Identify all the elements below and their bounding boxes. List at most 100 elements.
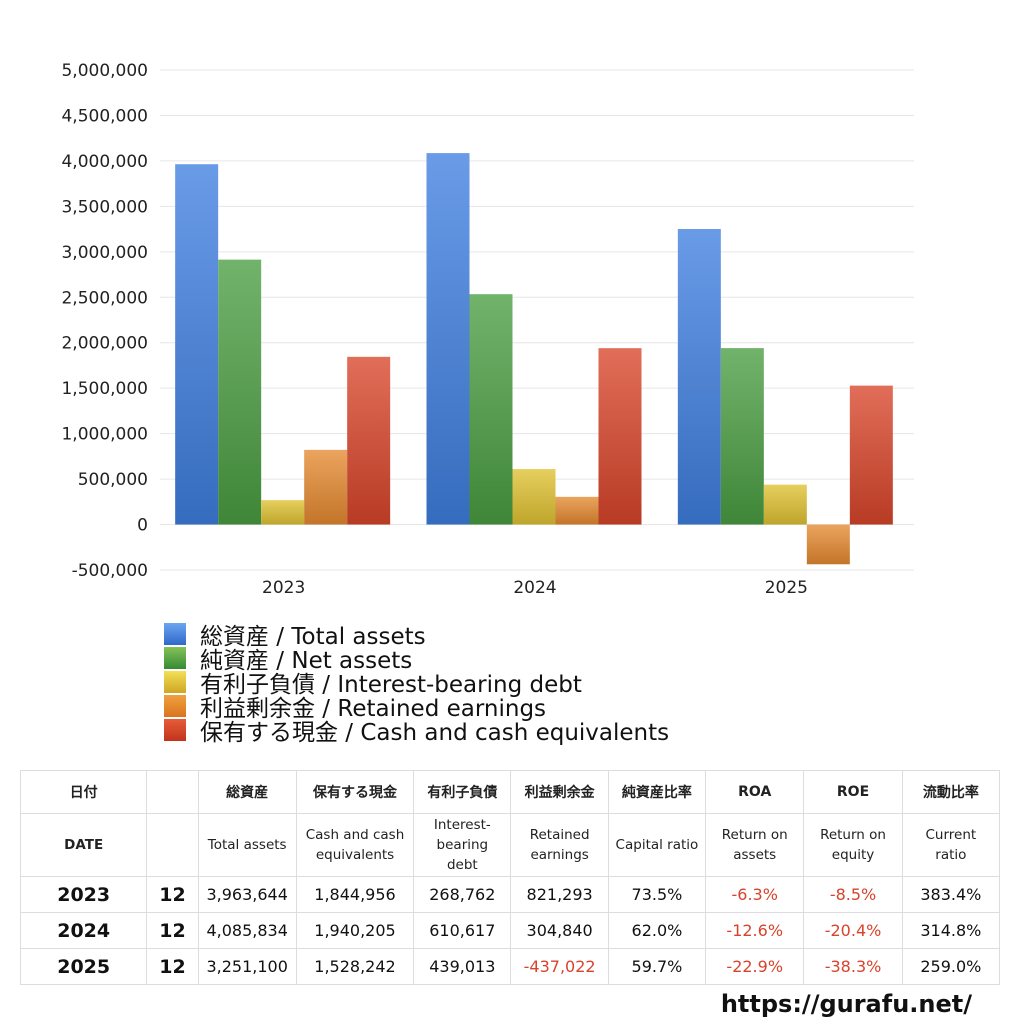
- legend-swatch: [164, 671, 186, 693]
- bar: [304, 449, 348, 525]
- bar-series: [175, 153, 893, 565]
- cell-capital-ratio: 73.5%: [607, 876, 707, 913]
- legend-label: 利益剰余金 / Retained earnings: [200, 696, 547, 722]
- y-tick-label: 500,000: [78, 470, 148, 490]
- cell-month: 12: [146, 948, 199, 985]
- legend-item-interest-bearing-debt: 有利子負債 / Interest-bearing debt: [164, 670, 669, 698]
- y-tick-label: -500,000: [72, 561, 148, 581]
- y-axis-tick-labels: 5,000,000 4,500,000 4,000,000 3,500,000 3,00…: [61, 61, 148, 581]
- table-row: 2024 12 4,085,834 1,940,205 610,617 304,…: [19, 912, 1001, 949]
- y-tick-label: 5,000,000: [61, 61, 148, 81]
- bar: [347, 356, 391, 525]
- cell-capital-ratio: 62.0%: [607, 912, 707, 949]
- cell-debt: 610,617: [413, 912, 512, 949]
- header-roe-en: Return on equity: [803, 813, 903, 877]
- cell-total-assets: 3,963,644: [197, 876, 297, 913]
- header-date-en: DATE: [19, 813, 148, 877]
- legend: 総資産 / Total assets 純資産 / Net assets 有利子負…: [164, 622, 669, 746]
- header-debt-en: Interest-bearing debt: [413, 813, 512, 877]
- table-header-jp: 日付 総資産 保有する現金 有利子負債 利益剰余金 純資産比率 ROA ROE …: [19, 770, 1001, 814]
- bar: [849, 385, 893, 525]
- header-current-ratio-jp: 流動比率: [901, 770, 1001, 814]
- header-retained-jp: 利益剰余金: [510, 770, 609, 814]
- header-cash-en: Cash and cash equivalents: [295, 813, 415, 877]
- cell-total-assets: 3,251,100: [197, 948, 297, 985]
- cell-current-ratio: 383.4%: [901, 876, 1001, 913]
- bar: [218, 259, 262, 525]
- cell-current-ratio: 259.0%: [901, 948, 1001, 985]
- cell-cash: 1,844,956: [295, 876, 415, 913]
- y-tick-label: 3,000,000: [61, 243, 148, 263]
- cell-debt: 268,762: [413, 876, 512, 913]
- cell-roe: -20.4%: [803, 912, 903, 949]
- cell-month: 12: [146, 876, 199, 913]
- cell-capital-ratio: 59.7%: [607, 948, 707, 985]
- legend-label: 純資産 / Net assets: [200, 648, 413, 674]
- legend-swatch: [164, 647, 186, 669]
- header-debt-jp: 有利子負債: [413, 770, 512, 814]
- header-capital-ratio-en: Capital ratio: [607, 813, 707, 877]
- y-tick-label: 0: [137, 516, 148, 536]
- bar: [555, 496, 599, 525]
- legend-item-total-assets: 総資産 / Total assets: [164, 622, 669, 650]
- bar: [677, 228, 721, 525]
- bar: [806, 524, 850, 565]
- cell-roe: -38.3%: [803, 948, 903, 985]
- header-capital-ratio-jp: 純資産比率: [607, 770, 707, 814]
- x-tick-label: 2024: [513, 578, 556, 598]
- header-current-ratio-en: Current ratio: [901, 813, 1001, 877]
- cell-roa: -22.9%: [705, 948, 805, 985]
- header-month-jp: [146, 770, 199, 814]
- bar: [261, 500, 305, 525]
- header-total-assets-en: Total assets: [197, 813, 297, 877]
- cell-current-ratio: 314.8%: [901, 912, 1001, 949]
- header-total-assets-jp: 総資産: [197, 770, 297, 814]
- x-tick-label: 2025: [765, 578, 808, 598]
- cell-year: 2023: [19, 876, 148, 913]
- header-roe-jp: ROE: [803, 770, 903, 814]
- legend-swatch: [164, 623, 186, 645]
- site-url[interactable]: https://gurafu.net/: [720, 990, 972, 1018]
- bar: [763, 484, 807, 525]
- bar-chart: 5,000,000 4,500,000 4,000,000 3,500,000 3,00…: [61, 61, 914, 598]
- table-row: 2025 12 3,251,100 1,528,242 439,013 -437…: [19, 948, 1001, 985]
- legend-label: 有利子負債 / Interest-bearing debt: [200, 672, 582, 698]
- y-tick-label: 1,500,000: [61, 379, 148, 399]
- cell-cash: 1,940,205: [295, 912, 415, 949]
- table-header-en: DATE Total assets Cash and cash equivale…: [19, 813, 1001, 877]
- cell-year: 2025: [19, 948, 148, 985]
- y-tick-label: 4,500,000: [61, 106, 148, 126]
- cell-roa: -6.3%: [705, 876, 805, 913]
- y-tick-label: 2,000,000: [61, 334, 148, 354]
- header-retained-en: Retained earnings: [510, 813, 609, 877]
- y-tick-label: 3,500,000: [61, 197, 148, 217]
- table-row: 2023 12 3,963,644 1,844,956 268,762 821,…: [19, 876, 1001, 913]
- bar: [469, 294, 513, 525]
- legend-swatch: [164, 695, 186, 717]
- legend-item-cash: 保有する現金 / Cash and cash equivalents: [164, 718, 669, 746]
- y-tick-label: 1,000,000: [61, 425, 148, 445]
- legend-label: 保有する現金 / Cash and cash equivalents: [200, 720, 670, 746]
- cell-year: 2024: [19, 912, 148, 949]
- financial-table: 日付 総資産 保有する現金 有利子負債 利益剰余金 純資産比率 ROA ROE …: [19, 770, 1001, 985]
- cell-debt: 439,013: [413, 948, 512, 985]
- cell-retained: -437,022: [510, 948, 609, 985]
- y-tick-label: 2,500,000: [61, 288, 148, 308]
- cell-roa: -12.6%: [705, 912, 805, 949]
- header-date-jp: 日付: [19, 770, 148, 814]
- bar: [720, 348, 764, 525]
- cell-retained: 821,293: [510, 876, 609, 913]
- header-cash-jp: 保有する現金: [295, 770, 415, 814]
- bar: [426, 153, 470, 525]
- legend-item-net-assets: 純資産 / Net assets: [164, 646, 669, 674]
- cell-total-assets: 4,085,834: [197, 912, 297, 949]
- bar: [598, 348, 642, 525]
- cell-retained: 304,840: [510, 912, 609, 949]
- bar: [512, 469, 556, 525]
- legend-label: 総資産 / Total assets: [200, 624, 426, 650]
- x-axis-tick-labels: 2023 2024 2025: [262, 578, 808, 598]
- header-month-en: [146, 813, 199, 877]
- bar: [175, 164, 219, 525]
- x-tick-label: 2023: [262, 578, 305, 598]
- legend-swatch: [164, 719, 186, 741]
